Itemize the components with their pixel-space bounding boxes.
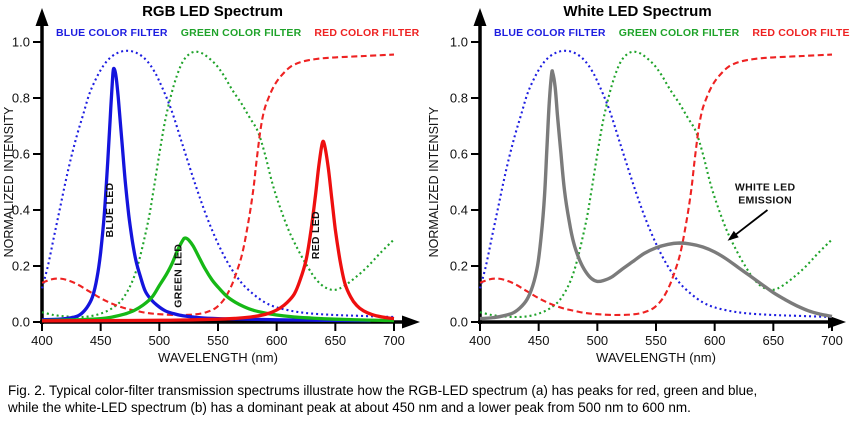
x-tick-label: 500 <box>586 333 608 348</box>
x-tick-label: 400 <box>469 333 491 348</box>
x-tick-label: 450 <box>90 333 112 348</box>
y-axis-arrow-icon <box>473 8 487 26</box>
y-tick-label: 0.8 <box>450 91 468 106</box>
series-green-color-filter <box>479 50 833 319</box>
y-axis-title: NORMALIZED INTENSITY <box>2 106 16 257</box>
white-led-spectrum-plot: 400 450 500 550 600 650 700 0.0 0.2 0.4 0.6 0.8 1.0 W… <box>427 8 846 365</box>
series-blue-color-filter <box>40 49 395 319</box>
x-tick-label: 650 <box>762 333 784 348</box>
legend-red-color-filter: RED COLOR FILTER <box>752 27 850 39</box>
y-axis-title: NORMALIZED INTENSITY <box>427 106 441 257</box>
series-white-led-emission <box>479 69 833 321</box>
chart-legend: BLUE COLOR FILTER GREEN COLOR FILTER RED… <box>494 27 850 39</box>
series-green-color-filter <box>41 50 395 319</box>
x-axis-title: WAVELENGTH (nm) <box>596 350 716 365</box>
legend-green-color-filter: GREEN COLOR FILTER <box>618 27 740 39</box>
rgb-led-spectrum-plot: 400 450 500 550 600 650 700 0.0 0.2 0.4 0.6 0.8 1.0 W… <box>2 8 420 365</box>
x-tick-label: 700 <box>821 333 843 348</box>
y-tick-label: 0.4 <box>12 203 30 218</box>
annotation-arrow <box>733 209 769 237</box>
x-tick-label: 450 <box>528 333 550 348</box>
x-tick-label: 700 <box>383 333 405 348</box>
figure-2: 400 450 500 550 600 650 700 0.0 0.2 0.4 0.6 0.8 1.0 W… <box>0 0 850 416</box>
y-tick-label: 0.0 <box>12 315 30 330</box>
legend-red-color-filter: RED COLOR FILTER <box>314 27 420 39</box>
series-blue-led <box>41 66 371 323</box>
y-axis-arrow-icon <box>35 8 49 26</box>
chart-legend: BLUE COLOR FILTER GREEN COLOR FILTER RED… <box>56 27 419 39</box>
series-green-led <box>41 236 395 323</box>
chart-title: White LED Spectrum <box>563 3 712 20</box>
legend-blue-color-filter: BLUE COLOR FILTER <box>494 27 606 39</box>
y-tick-label: 0.4 <box>450 203 468 218</box>
x-tick-label: 400 <box>31 333 53 348</box>
x-tick-label: 650 <box>324 333 346 348</box>
x-axis-arrow-icon <box>402 315 420 329</box>
series-blue-color-filter <box>478 49 833 319</box>
white-led-spectrum-chart: 400 450 500 550 600 650 700 0.0 0.2 0.4 0.6 0.8 1.0 W… <box>425 0 850 375</box>
y-tick-label: 0.2 <box>450 259 468 274</box>
charts-row: 400 450 500 550 600 650 700 0.0 0.2 0.4 0.6 0.8 1.0 W… <box>0 0 850 375</box>
y-tick-label: 0.6 <box>450 147 468 162</box>
annotation-arrowhead-icon <box>727 230 739 241</box>
caption-line-1: Fig. 2. Typical color-filter transmissio… <box>8 383 758 398</box>
legend-blue-color-filter: BLUE COLOR FILTER <box>56 27 168 39</box>
legend-green-color-filter: GREEN COLOR FILTER <box>180 27 302 39</box>
series-red-color-filter <box>41 53 395 317</box>
y-tick-label: 1.0 <box>12 35 30 50</box>
y-tick-label: 0.6 <box>12 147 30 162</box>
x-tick-label: 600 <box>266 333 288 348</box>
x-tick-label: 550 <box>207 333 229 348</box>
y-tick-label: 0.2 <box>12 259 30 274</box>
annotation-green-label: GREEN LED <box>173 244 185 308</box>
axes: 400 450 500 550 600 650 700 0.0 0.2 0.4 0.6 0.8 1.0 W… <box>427 8 846 365</box>
axes: 400 450 500 550 600 650 700 0.0 0.2 0.4 0.6 0.8 1.0 W… <box>2 8 420 365</box>
rgb-led-spectrum-chart: 400 450 500 550 600 650 700 0.0 0.2 0.4 0.6 0.8 1.0 W… <box>0 0 425 375</box>
y-tick-label: 0.8 <box>12 91 30 106</box>
annotation-red-label: RED LED <box>310 211 322 259</box>
chart-title: RGB LED Spectrum <box>142 3 283 20</box>
figure-caption: Fig. 2. Typical color-filter transmissio… <box>0 375 850 416</box>
annotation-white-label: WHITE LED EMISSION <box>735 181 796 206</box>
x-tick-label: 550 <box>645 333 667 348</box>
y-tick-label: 0.0 <box>450 315 468 330</box>
annotation-blue-label: BLUE LED <box>104 182 116 237</box>
y-tick-label: 1.0 <box>450 35 468 50</box>
series-red-color-filter <box>479 53 833 317</box>
series-red-led <box>41 139 395 323</box>
x-axis-title: WAVELENGTH (nm) <box>158 350 278 365</box>
x-tick-label: 600 <box>704 333 726 348</box>
caption-line-2: while the white-LED spectrum (b) has a d… <box>8 400 691 415</box>
x-tick-label: 500 <box>148 333 170 348</box>
